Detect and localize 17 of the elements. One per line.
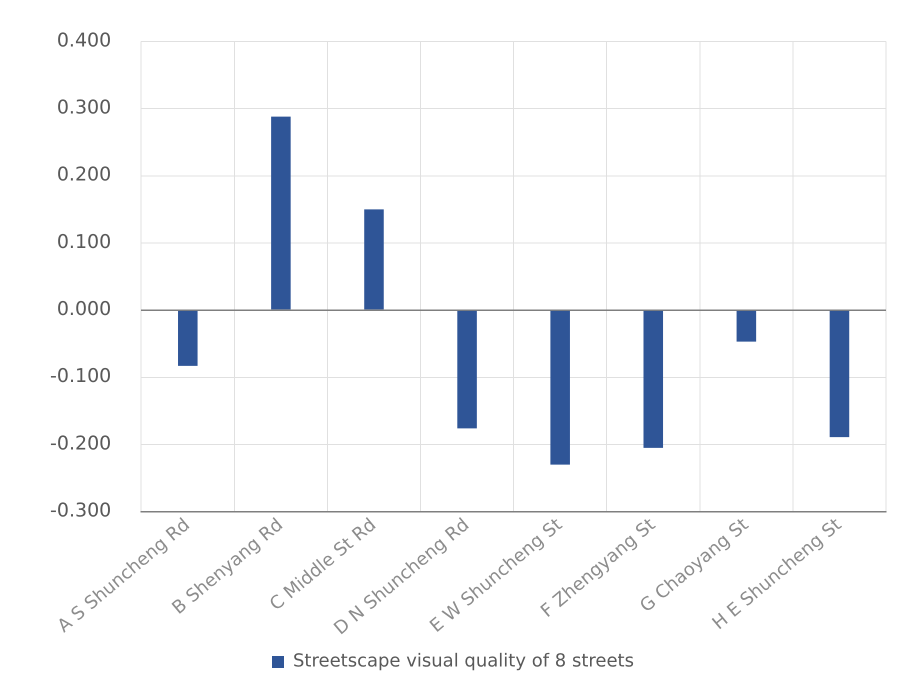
bar <box>364 209 384 310</box>
bar <box>550 310 570 465</box>
y-tick-label: -0.200 <box>50 432 112 454</box>
bar <box>643 310 664 448</box>
y-tick-label: 0.300 <box>56 96 112 119</box>
y-tick-label: -0.100 <box>50 365 112 388</box>
y-tick-label: 0.000 <box>56 298 112 320</box>
bar <box>736 310 756 342</box>
bar <box>457 310 477 428</box>
y-tick-label: 0.400 <box>56 29 112 52</box>
bar <box>830 310 850 438</box>
bar <box>178 310 198 366</box>
y-tick-label: -0.300 <box>50 500 112 522</box>
bar <box>271 116 291 310</box>
y-tick-label: 0.100 <box>56 230 112 253</box>
y-tick-label: 0.200 <box>56 164 112 186</box>
legend-label: Streetscape visual quality of 8 streets <box>293 650 634 672</box>
